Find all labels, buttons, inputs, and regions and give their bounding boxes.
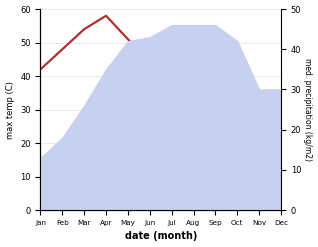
Y-axis label: max temp (C): max temp (C) [5,81,15,139]
X-axis label: date (month): date (month) [125,231,197,242]
Y-axis label: med. precipitation (kg/m2): med. precipitation (kg/m2) [303,58,313,161]
